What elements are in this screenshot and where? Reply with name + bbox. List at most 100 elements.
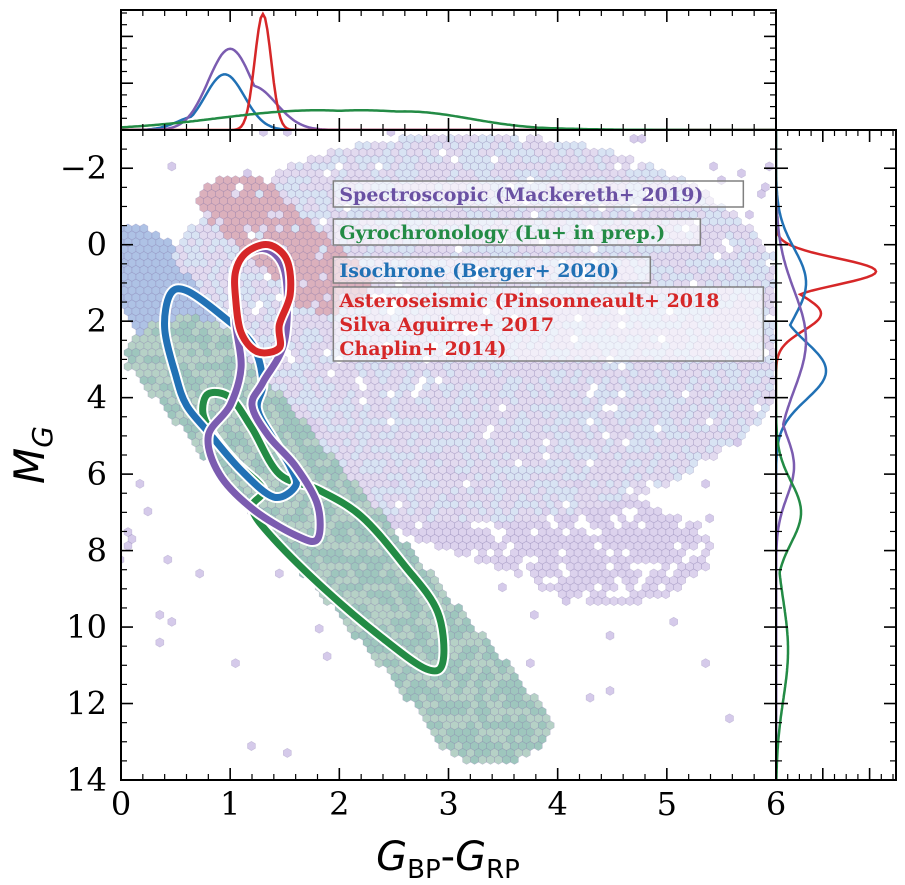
hexbin-cell [298, 278, 308, 289]
y-tick-label: 0 [87, 226, 107, 264]
hexbin-cell [529, 609, 539, 620]
y-tick-label: 8 [87, 532, 107, 570]
hexbin-cell [251, 195, 260, 206]
y-tick-label: 14 [66, 761, 107, 799]
hexbin-cell [701, 561, 710, 572]
hexbin-cell [231, 175, 240, 186]
hexbin-cell [625, 596, 635, 607]
hexbin-cell [629, 133, 639, 144]
hexbin-cell [302, 230, 312, 241]
hexbin-cell [593, 596, 603, 607]
hexbin-cell [653, 589, 663, 600]
hexbin-cell [239, 189, 248, 199]
hexbin-cell [203, 182, 212, 193]
hexbin-cell [306, 264, 316, 275]
hexbin-cell [617, 596, 627, 607]
hexbin-cell [474, 554, 483, 565]
hexbin-cell [641, 485, 651, 496]
hexbin-cell [112, 286, 120, 295]
hexbin-cell [701, 478, 710, 489]
hexbin-cell [235, 209, 244, 220]
hexbin-cell [298, 237, 308, 248]
hexbin-cell [414, 534, 424, 544]
hexbin-cell [314, 278, 324, 289]
hexbin-cell [533, 741, 543, 751]
hexbin-cell [653, 478, 663, 489]
hexbin-cell [462, 547, 471, 558]
hexbin-cell [689, 540, 698, 551]
hexbin-cell [601, 596, 611, 607]
hexbin-cell [514, 568, 523, 579]
hexbin-cell [633, 596, 643, 607]
hexbin-cell [637, 133, 647, 144]
hexbin-cell [609, 582, 619, 593]
hexbin-cell [215, 175, 224, 186]
hexbin-cell [255, 175, 264, 186]
hexbin-cell [263, 230, 272, 241]
hexbin-cell [470, 754, 479, 765]
hexbin-cell [112, 120, 120, 129]
hexbin-cell [294, 258, 304, 268]
hexbin-cell [294, 230, 304, 241]
hexbin-cell [474, 513, 483, 524]
hexbin-cell [561, 596, 571, 607]
x-tick-label: 1 [220, 785, 240, 823]
hexbin-cell [641, 554, 651, 565]
hexbin-cell [211, 195, 220, 206]
hexbin-cell [282, 747, 292, 758]
hexbin-cell [223, 216, 232, 227]
y-axis-label: MG [5, 426, 59, 484]
hexbin-cell [243, 168, 252, 179]
y-tick-label: 12 [66, 685, 107, 723]
hexbin-cell [442, 540, 451, 551]
hexbin-cell [450, 747, 459, 758]
hexbin-cell [310, 258, 320, 268]
hexbin-cell [215, 202, 224, 213]
hexbin-cell [219, 195, 228, 206]
hexbin-cell [302, 244, 312, 255]
hexbin-cell [223, 202, 232, 213]
hexbin-cell [649, 554, 659, 565]
hexbin-cell [454, 547, 463, 558]
legend-label: Gyrochronology (Lu+ in prep.) [339, 222, 665, 244]
hexbin-cell [625, 499, 635, 510]
hexbin-cell [322, 278, 332, 289]
hexbin-cell [243, 223, 252, 234]
hexbin-cell [294, 244, 304, 255]
hexbin-cell [573, 589, 583, 600]
hexbin-cell [112, 231, 120, 240]
hexbin-cell [223, 175, 232, 186]
hexbin-cell [537, 582, 547, 593]
hexbin-cell [350, 630, 360, 641]
hexbin-cell [231, 189, 240, 199]
hexbin-cell [155, 609, 165, 620]
hexbin-cell [167, 161, 177, 172]
hexbin-cell [123, 361, 133, 372]
hexbin-cell [314, 251, 324, 262]
hexbin-cell [112, 245, 120, 254]
hexbin-cell [510, 754, 519, 765]
hexbin-cell [231, 202, 240, 213]
hexbin-cell [227, 209, 236, 220]
hexbin-cell [737, 168, 746, 179]
y-tick-label: 10 [66, 608, 107, 646]
hexbin-cell [502, 561, 511, 572]
hexbin-cell [314, 623, 324, 634]
right-kde-curves [776, 130, 878, 780]
hexbin-cell [689, 568, 698, 579]
hexbin-cell [255, 189, 264, 199]
hexbin-cell [259, 130, 268, 137]
hexbin-cell [282, 209, 292, 220]
hexbin-cell [498, 582, 507, 593]
top-axes-frame [120, 9, 777, 131]
hexbin-cell [306, 237, 316, 248]
hexbin-cell [155, 637, 165, 648]
hexbin-cell [163, 554, 173, 565]
hexbin-cell [171, 416, 180, 427]
hexbin-cell [462, 754, 471, 765]
hexbin-cell [521, 747, 531, 758]
top-kde-line [121, 11, 776, 130]
hexbin-cell [215, 189, 224, 199]
